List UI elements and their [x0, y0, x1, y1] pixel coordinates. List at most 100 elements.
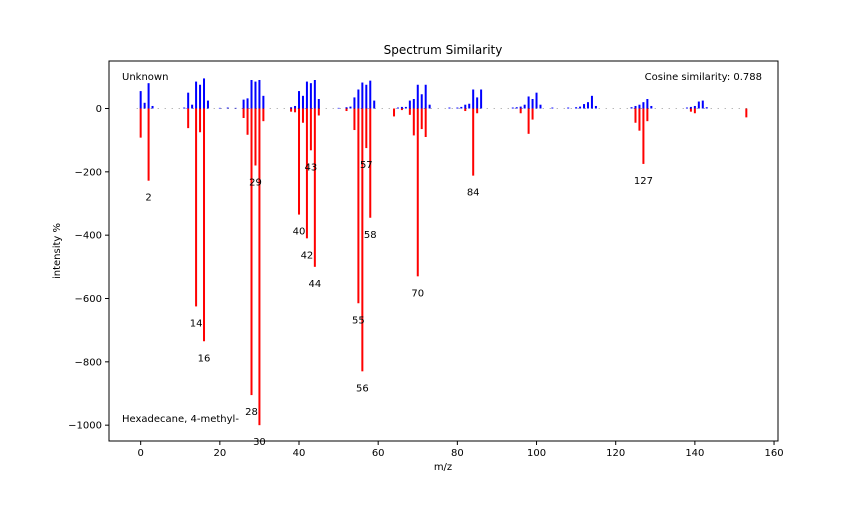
- unknown-peak-bar: [400, 106, 403, 109]
- reference-peak-bar: [689, 108, 692, 112]
- unknown-peak-bar: [246, 98, 249, 109]
- y-tick-label: −800: [75, 357, 102, 368]
- y-axis-label: intensity %: [52, 223, 63, 279]
- reference-peak-bar: [242, 108, 245, 118]
- unknown-peak-bar: [183, 107, 186, 109]
- unknown-peak-bar: [416, 84, 419, 109]
- reference-peak-bar: [424, 108, 427, 137]
- unknown-peak-bar: [480, 89, 483, 109]
- unknown-peak-bar: [353, 97, 356, 109]
- reference-peak-bar: [365, 108, 368, 149]
- unknown-peak-bar: [250, 80, 253, 109]
- unknown-peak-bar: [373, 100, 376, 109]
- reference-peak-bar: [464, 108, 467, 112]
- unknown-peak-bar: [539, 104, 542, 109]
- x-tick-label: 80: [451, 448, 464, 459]
- reference-peak-bar: [472, 108, 475, 176]
- reference-peak-bar: [147, 108, 150, 181]
- reference-peak-bar: [301, 108, 304, 123]
- reference-peak-bar: [531, 108, 534, 120]
- peak-labels: 2 14 16 28 29 30 40 42 43 44 55 56 57 58 70 84 127: [145, 160, 653, 448]
- reference-peak-bar: [246, 108, 249, 135]
- unknown-peak-bar: [404, 106, 407, 109]
- unknown-peak-bar: [630, 107, 633, 109]
- reference-peak-bar: [420, 108, 423, 130]
- unknown-peak-bar: [519, 106, 522, 109]
- x-tick-label: 0: [137, 448, 143, 459]
- unknown-peak-bar: [365, 84, 368, 109]
- peak-label: 127: [634, 176, 653, 187]
- peak-label: 44: [308, 279, 321, 290]
- unknown-peak-bar: [642, 102, 645, 109]
- unknown-peak-bar: [309, 83, 312, 109]
- unknown-peak-bar: [195, 81, 198, 109]
- unknown-peak-bar: [258, 80, 261, 109]
- unknown-peak-bar: [206, 100, 209, 109]
- peak-label: 28: [245, 407, 258, 418]
- x-tick-label: 160: [764, 448, 783, 459]
- unknown-peak-bar: [464, 104, 467, 109]
- peak-label: 29: [249, 178, 262, 189]
- unknown-peak-bar: [301, 95, 304, 109]
- unknown-peak-bar: [583, 104, 586, 109]
- unknown-peak-bar: [254, 81, 257, 109]
- peak-label: 14: [190, 318, 203, 329]
- reference-peak-bar: [309, 108, 312, 151]
- unknown-peak-bar: [567, 107, 570, 109]
- x-tick-label: 20: [213, 448, 226, 459]
- unknown-peak-bar: [234, 107, 237, 109]
- unknown-peak-bar: [242, 99, 245, 109]
- y-tick-label: −600: [75, 294, 102, 305]
- unknown-peak-bar: [428, 104, 431, 109]
- peak-label: 16: [198, 353, 211, 364]
- unknown-peak-bar: [515, 107, 518, 109]
- unknown-peak-bar: [523, 104, 526, 109]
- y-tick-label: −200: [75, 167, 102, 178]
- unknown-peak-bar: [535, 92, 538, 109]
- reference-peak-bar: [290, 108, 293, 112]
- unknown-peak-bar: [191, 104, 194, 109]
- peak-label: 2: [145, 193, 151, 204]
- x-tick-label: 60: [372, 448, 385, 459]
- reference-peak-bar: [262, 108, 265, 122]
- reference-peak-bar: [305, 108, 308, 239]
- unknown-peak-bar: [697, 101, 700, 109]
- x-tick-label: 140: [685, 448, 704, 459]
- unknown-peak-bar: [139, 91, 142, 109]
- reference-peak-bar: [393, 108, 396, 117]
- unknown-series: [139, 78, 708, 109]
- unknown-peak-bar: [357, 89, 360, 109]
- unknown-peak-bar: [408, 100, 411, 109]
- reference-peak-bar: [646, 108, 649, 122]
- reference-peak-bar: [361, 108, 364, 372]
- reference-peak-bar: [298, 108, 301, 215]
- unknown-peak-bar: [650, 105, 653, 109]
- unknown-peak-bar: [646, 99, 649, 109]
- unknown-peak-bar: [424, 84, 427, 109]
- unknown-peak-bar: [143, 102, 146, 109]
- x-axis-label: m/z: [434, 462, 452, 473]
- unknown-peak-bar: [187, 92, 190, 109]
- reference-peak-bar: [294, 108, 297, 113]
- x-tick-label: 120: [606, 448, 625, 459]
- unknown-peak-bar: [369, 80, 372, 109]
- y-tick-label: 0: [96, 104, 102, 115]
- reference-peak-bar: [353, 108, 356, 131]
- reference-peak-bar: [199, 108, 202, 133]
- x-tick-label: 100: [527, 448, 546, 459]
- peak-label: 56: [356, 383, 369, 394]
- peak-label: 58: [364, 230, 377, 241]
- unknown-peak-bar: [262, 95, 265, 109]
- reference-peak-bar: [745, 108, 748, 118]
- reference-peak-bar: [195, 108, 198, 307]
- reference-peak-bar: [638, 108, 641, 131]
- unknown-peak-bar: [317, 99, 320, 109]
- peak-label: 30: [253, 437, 266, 448]
- unknown-peak-bar: [151, 105, 154, 109]
- reference-peak-bar: [642, 108, 645, 164]
- reference-series: [139, 108, 748, 426]
- reference-peak-bar: [254, 108, 257, 166]
- reference-peak-bar: [408, 108, 411, 115]
- unknown-peak-bar: [701, 100, 704, 109]
